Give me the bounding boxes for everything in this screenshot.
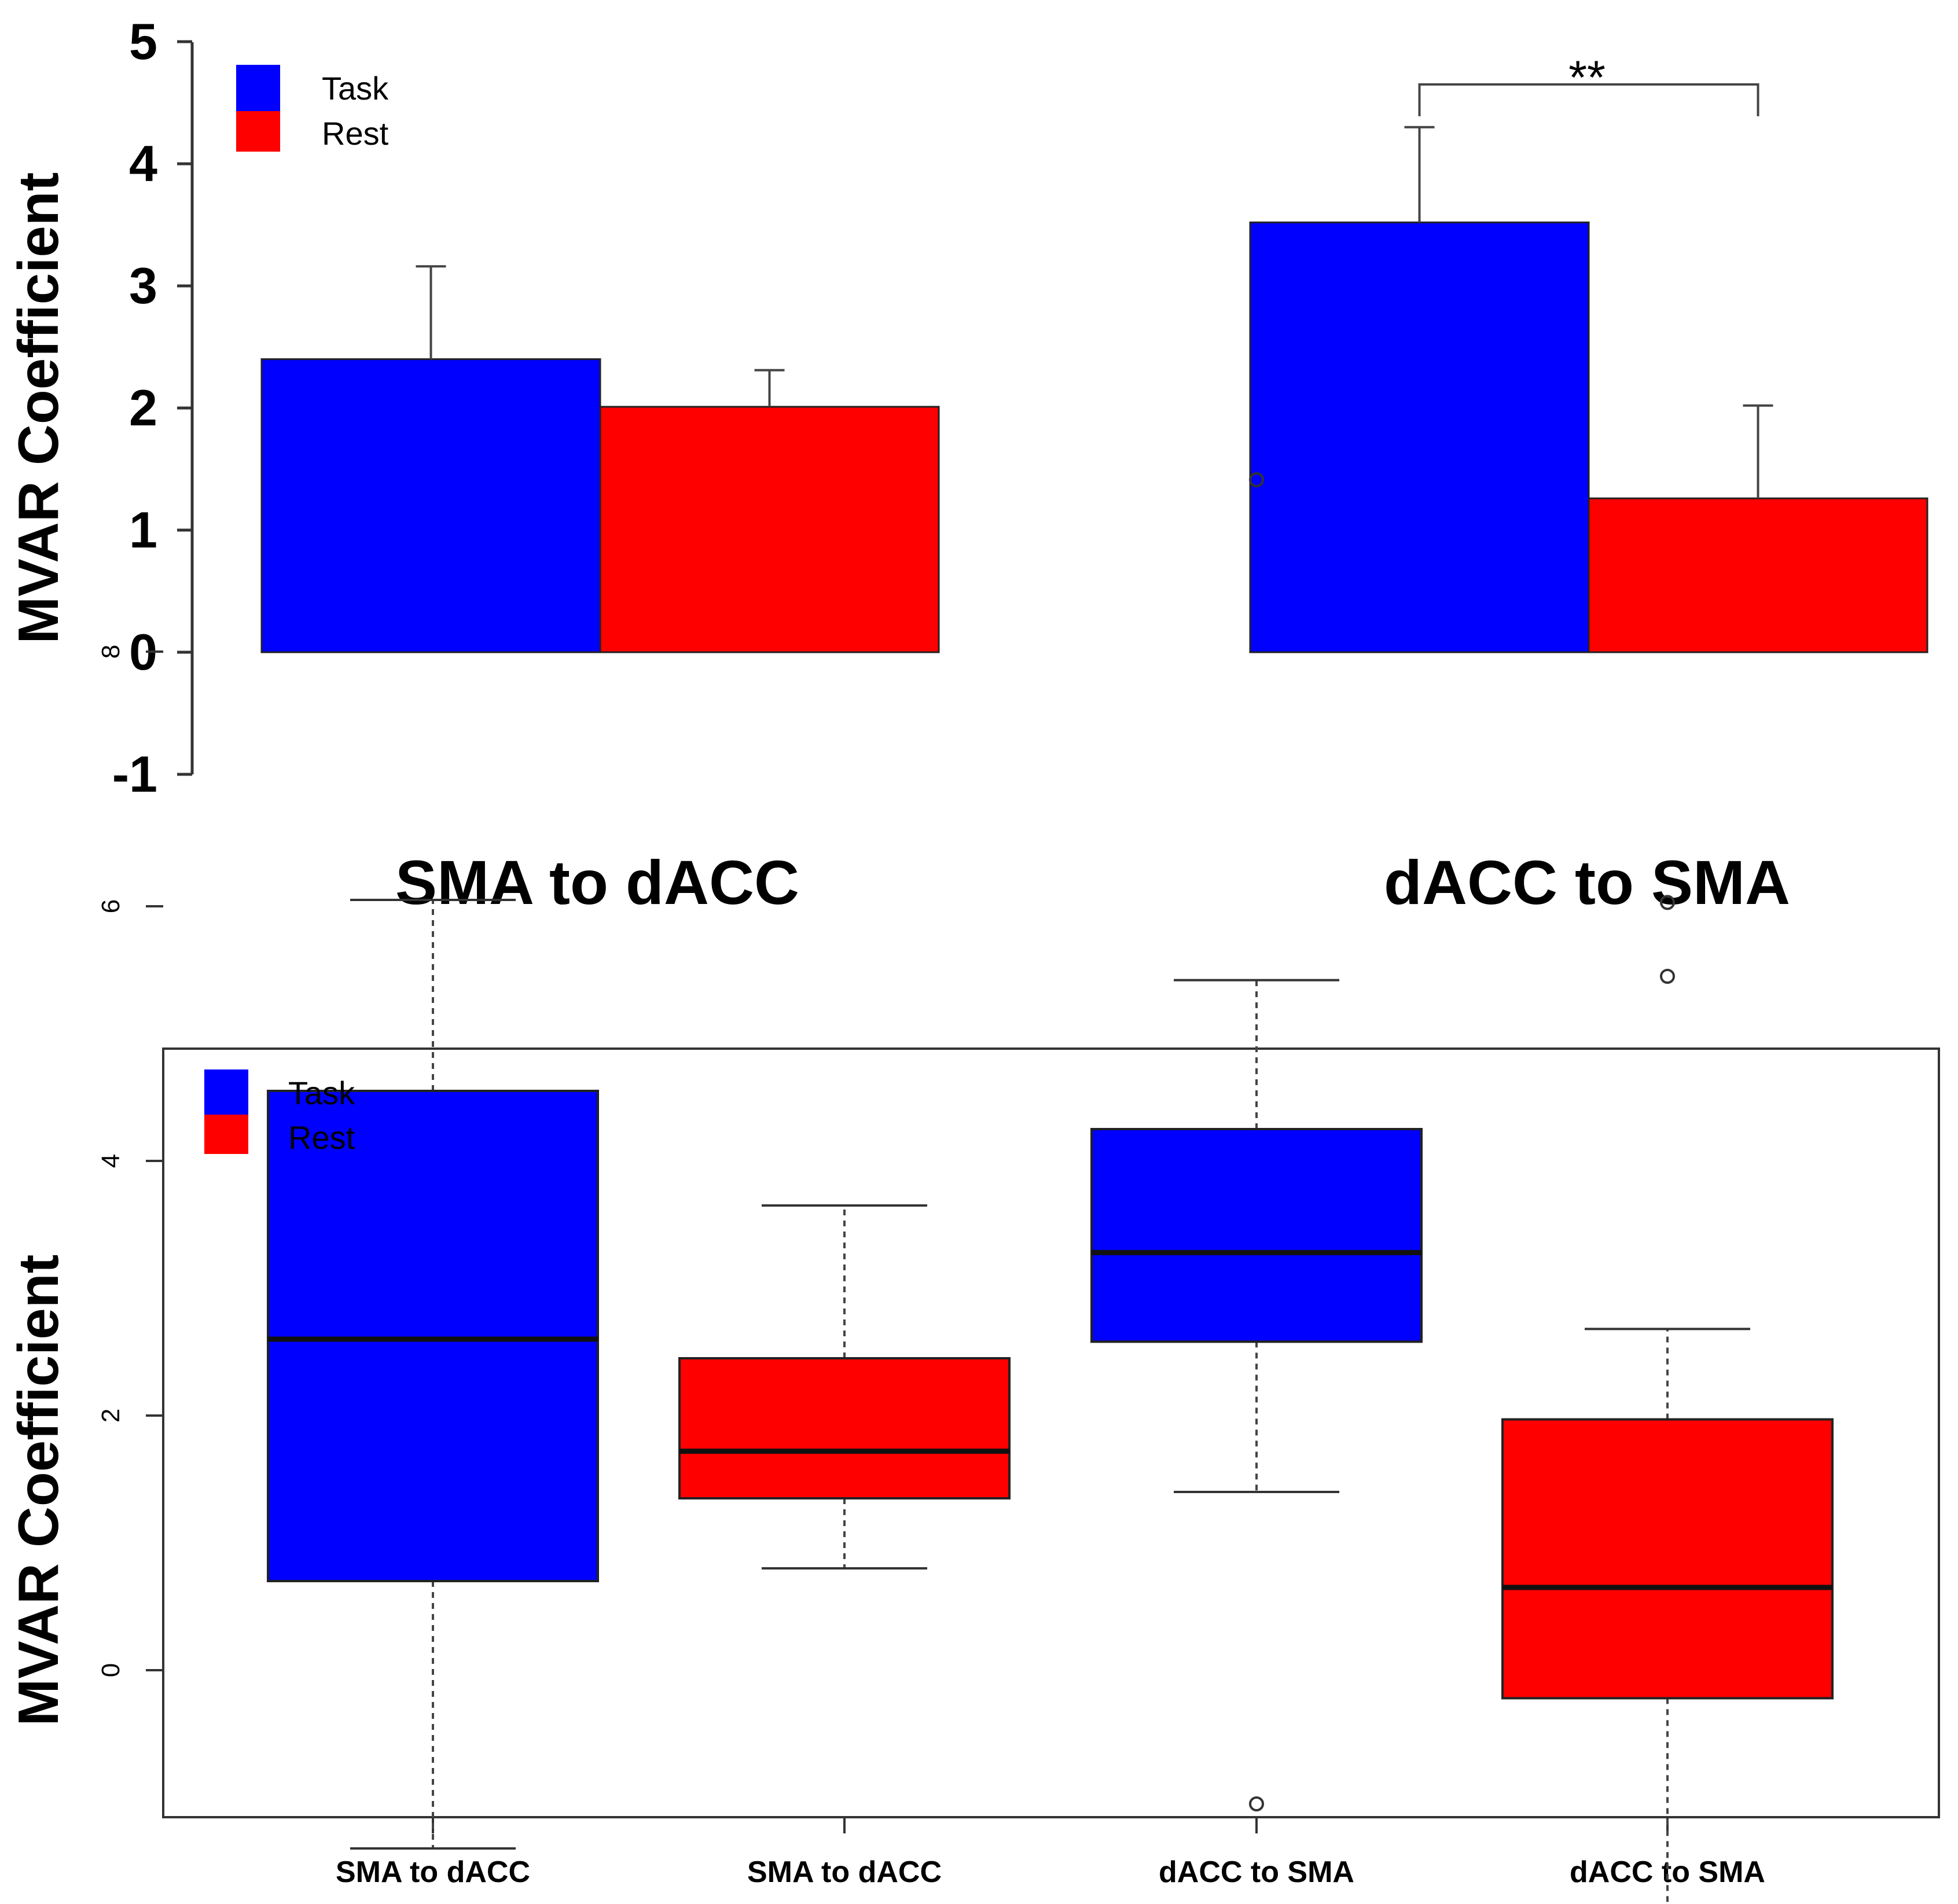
bar-legend-task-swatch — [236, 65, 280, 111]
box-y-tick-label: 6 — [97, 899, 125, 913]
box-legend: Task Rest — [204, 1069, 355, 1156]
bar-y-tick-label: 2 — [129, 379, 157, 436]
bar-category-label-1: SMA to dACC — [395, 847, 799, 917]
bar-legend-rest-swatch — [236, 111, 280, 152]
box-legend-rest-swatch — [204, 1115, 248, 1154]
box-series — [267, 472, 1834, 1904]
bar-y-tick-label: 3 — [129, 257, 157, 314]
box-rest-4 — [1501, 895, 1834, 1904]
bar-category-label-2: dACC to SMA — [1384, 847, 1790, 917]
box-outlier — [1249, 1796, 1264, 1811]
box-iqr — [678, 1357, 1011, 1499]
box-legend-rest-label: Rest — [288, 1119, 355, 1156]
box-x-tick-label: dACC to SMA — [1570, 1855, 1765, 1889]
box-x-ticks: SMA to dACC SMA to dACC dACC to SMA dACC to… — [336, 1817, 1765, 1889]
bar-rest-1 — [599, 406, 940, 653]
box-x-tick-label: SMA to dACC — [747, 1855, 942, 1889]
bar-task-1 — [260, 358, 601, 653]
box-y-axis-label: MVAR Coefficient — [6, 1255, 70, 1726]
bar-legend: Task Rest — [236, 65, 389, 152]
box-y-tick-label: 8 — [97, 645, 125, 659]
bar-legend-rest-label: Rest — [322, 115, 389, 152]
bar-legend-task-label: Task — [322, 70, 389, 106]
significance-bracket — [1418, 83, 1759, 116]
bar-y-axis-label: MVAR Coefficient — [6, 172, 70, 644]
box-y-tick-label: 0 — [97, 1663, 125, 1677]
box-y-tick-label: 4 — [97, 1154, 125, 1168]
significance-annotation: ** — [1418, 52, 1759, 116]
box-task-1 — [267, 899, 599, 1850]
box-x-tick-label: dACC to SMA — [1159, 1855, 1354, 1889]
box-y-tick-label: 2 — [97, 1409, 125, 1423]
bar-rest-2 — [1588, 497, 1928, 653]
bar-task-2 — [1249, 221, 1590, 653]
box-outlier — [1249, 472, 1264, 487]
box-outlier — [1660, 895, 1675, 910]
box-rest-2 — [678, 1204, 1011, 1569]
box-task-3 — [1090, 472, 1423, 1811]
box-legend-task-label: Task — [288, 1075, 355, 1111]
box-iqr — [1090, 1128, 1423, 1343]
box-outlier — [1660, 969, 1675, 984]
box-plot-frame — [162, 1047, 1940, 1818]
box-legend-task-swatch — [204, 1069, 248, 1115]
bar-error-bars — [416, 126, 1773, 499]
bar-series — [260, 221, 1928, 653]
box-iqr — [267, 1090, 599, 1582]
significance-stars: ** — [1568, 52, 1606, 104]
box-x-tick-label: SMA to dACC — [336, 1855, 530, 1889]
bar-y-tick-label: 4 — [129, 135, 157, 192]
bar-y-tick-label: 5 — [129, 13, 157, 70]
box-iqr — [1501, 1418, 1834, 1700]
bar-y-tick-label: 1 — [129, 501, 157, 558]
bar-y-tick-label: -1 — [112, 745, 157, 803]
